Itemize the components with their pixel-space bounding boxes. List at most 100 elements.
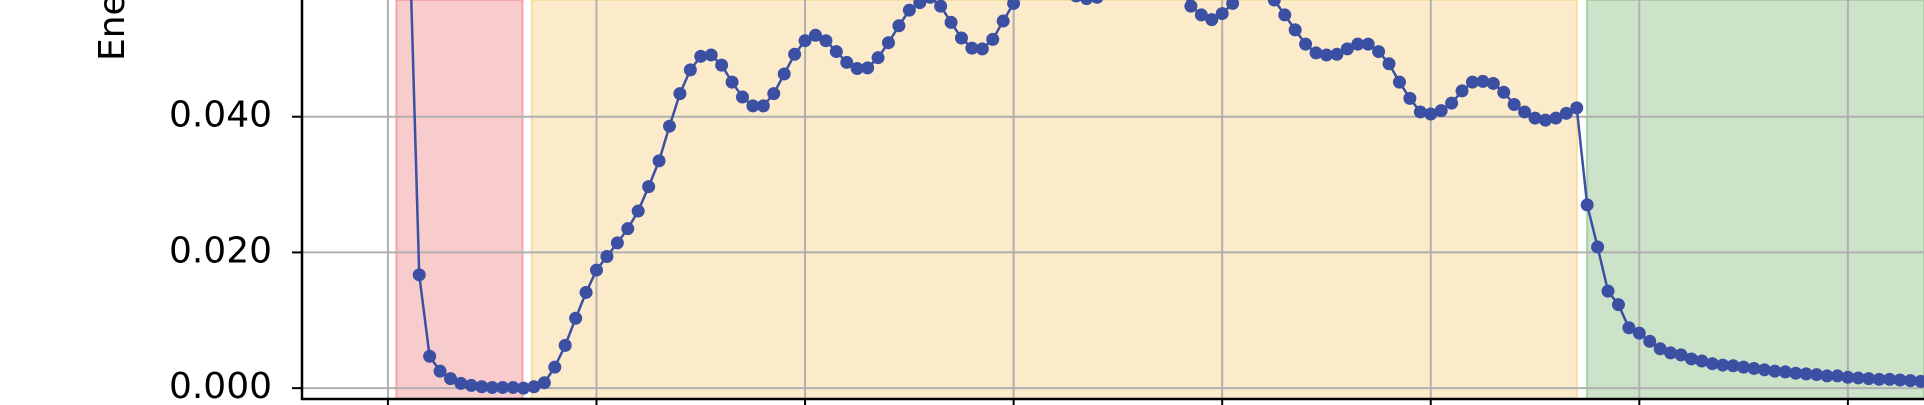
data-point bbox=[1288, 23, 1302, 37]
data-point bbox=[1424, 107, 1438, 121]
data-point bbox=[1643, 334, 1657, 348]
data-point bbox=[1737, 360, 1751, 374]
data-point bbox=[1476, 74, 1490, 88]
data-point bbox=[808, 28, 822, 42]
data-point bbox=[934, 0, 948, 13]
data-point bbox=[527, 380, 541, 394]
y-axis-label: Ene bbox=[92, 0, 133, 61]
data-point bbox=[1194, 8, 1208, 22]
data-point bbox=[975, 42, 989, 56]
data-point bbox=[819, 34, 833, 48]
data-point bbox=[1872, 372, 1886, 386]
data-point bbox=[850, 62, 864, 76]
data-point bbox=[756, 99, 770, 113]
data-point bbox=[1684, 352, 1698, 366]
data-point bbox=[1007, 0, 1021, 10]
data-point bbox=[881, 36, 895, 50]
data-point bbox=[1820, 369, 1834, 383]
data-point bbox=[1611, 298, 1625, 312]
data-point bbox=[715, 58, 729, 72]
data-point bbox=[1215, 7, 1229, 21]
data-point bbox=[1392, 75, 1406, 89]
data-point bbox=[423, 349, 437, 363]
data-point bbox=[1747, 361, 1761, 375]
data-point bbox=[767, 87, 781, 101]
data-point bbox=[443, 372, 457, 386]
data-point bbox=[725, 75, 739, 89]
data-point bbox=[704, 48, 718, 62]
data-point bbox=[1549, 111, 1563, 125]
data-point bbox=[1622, 321, 1636, 335]
data-point bbox=[1851, 371, 1865, 385]
data-point bbox=[986, 32, 1000, 46]
data-point bbox=[1810, 368, 1824, 382]
data-point bbox=[1841, 370, 1855, 384]
plot-area bbox=[302, 0, 1924, 399]
data-point bbox=[631, 204, 645, 218]
data-point bbox=[1632, 326, 1646, 340]
data-point bbox=[1653, 342, 1667, 356]
data-point bbox=[1080, 0, 1093, 6]
data-point bbox=[1486, 76, 1500, 90]
data-point bbox=[1570, 101, 1584, 115]
data-point bbox=[1862, 372, 1876, 386]
data-point bbox=[537, 376, 551, 390]
data-point bbox=[1601, 284, 1615, 298]
data-point bbox=[1413, 105, 1427, 119]
data-point bbox=[1330, 47, 1344, 61]
data-point bbox=[673, 87, 687, 101]
data-point bbox=[1434, 104, 1448, 118]
data-point bbox=[1507, 98, 1521, 111]
data-point bbox=[642, 180, 656, 194]
data-point bbox=[496, 380, 510, 394]
data-point bbox=[621, 222, 635, 236]
data-point bbox=[1768, 364, 1782, 378]
data-point bbox=[1382, 57, 1396, 71]
data-point bbox=[662, 119, 676, 133]
data-point bbox=[1455, 84, 1469, 98]
data-point bbox=[1071, 0, 1082, 3]
data-point bbox=[1695, 354, 1709, 368]
data-point bbox=[516, 381, 530, 395]
data-point bbox=[1757, 363, 1771, 377]
data-point bbox=[954, 31, 968, 45]
data-point bbox=[610, 236, 624, 250]
data-point bbox=[464, 378, 478, 392]
data-point bbox=[1518, 105, 1532, 119]
data-point bbox=[1299, 37, 1313, 51]
data-point bbox=[1361, 37, 1375, 51]
data-point bbox=[1591, 240, 1605, 254]
data-point bbox=[506, 380, 520, 394]
data-point bbox=[735, 90, 749, 104]
data-point bbox=[1465, 75, 1479, 89]
data-point bbox=[1716, 358, 1730, 372]
data-point bbox=[433, 364, 447, 378]
region bbox=[530, 0, 1578, 399]
data-point bbox=[913, 0, 927, 10]
data-point bbox=[558, 338, 572, 352]
data-point bbox=[652, 154, 666, 168]
data-point bbox=[1205, 13, 1219, 27]
axes: 0.000 0.020 0.040 bbox=[169, 0, 1924, 405]
data-point bbox=[902, 3, 916, 17]
data-point bbox=[1903, 374, 1917, 388]
data-point bbox=[1267, 0, 1281, 7]
data-point bbox=[412, 268, 426, 282]
data-point bbox=[1664, 346, 1678, 360]
data-point bbox=[1445, 96, 1459, 110]
data-point bbox=[1726, 359, 1740, 373]
data-point bbox=[1372, 45, 1386, 59]
data-point bbox=[1340, 42, 1354, 56]
data-point bbox=[1883, 372, 1897, 386]
data-point bbox=[1559, 106, 1573, 120]
data-point bbox=[475, 380, 489, 394]
data-point bbox=[1778, 365, 1792, 379]
data-point bbox=[1319, 48, 1333, 62]
data-point bbox=[1580, 198, 1594, 212]
y-tick-label: 0.040 bbox=[169, 95, 272, 136]
data-point bbox=[1351, 37, 1365, 51]
data-point bbox=[454, 376, 468, 390]
data-point bbox=[840, 55, 854, 69]
